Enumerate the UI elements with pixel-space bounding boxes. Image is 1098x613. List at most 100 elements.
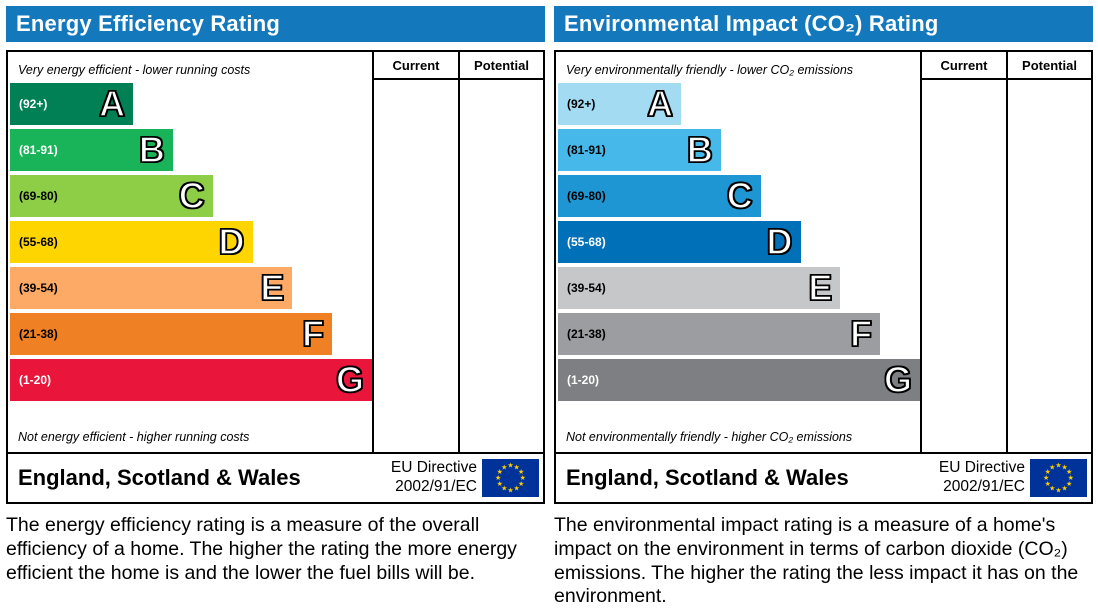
svg-text:★: ★ <box>497 468 503 476</box>
energy-footer: England, Scotland & Wales EU Directive 2… <box>6 454 545 504</box>
band-row-b: (81-91) B <box>10 129 372 171</box>
band-range: (92+) <box>19 97 48 111</box>
environmental-band-a: (92+) A <box>558 83 682 125</box>
svg-text:★: ★ <box>1055 486 1061 494</box>
energy-top-note: Very energy efficient - lower running co… <box>18 62 251 77</box>
environmental-potential-column-header: Potential <box>1006 52 1091 80</box>
band-letter: G <box>883 359 913 400</box>
band-range: (39-54) <box>567 281 606 295</box>
band-letter: D <box>218 221 246 262</box>
svg-text:★: ★ <box>507 462 513 470</box>
energy-bands: (92+) A (81-91) B (69-80) C <box>8 81 372 407</box>
band-row-f: (21-38) F <box>558 313 920 355</box>
environmental-band-c: (69-80) C <box>558 175 761 217</box>
band-range: (1-20) <box>19 373 52 387</box>
svg-text:★: ★ <box>518 468 524 476</box>
svg-text:★: ★ <box>507 486 513 494</box>
energy-current-column <box>372 80 458 452</box>
band-range: (21-38) <box>19 327 58 341</box>
svg-text:★: ★ <box>1066 480 1072 488</box>
environmental-bottom-note: Not environmentally friendly - higher CO… <box>566 429 853 444</box>
svg-text:★: ★ <box>497 480 503 488</box>
energy-description: The energy efficiency rating is a measur… <box>6 514 517 584</box>
energy-band-e: (39-54) E <box>10 267 293 309</box>
band-letter: B <box>686 129 714 170</box>
svg-text:★: ★ <box>501 463 507 471</box>
svg-text:★: ★ <box>1066 468 1072 476</box>
band-range: (81-91) <box>19 143 58 157</box>
environmental-current-column-header: Current <box>920 52 1006 80</box>
band-range: (55-68) <box>19 235 58 249</box>
band-letter: A <box>646 83 674 124</box>
svg-text:★: ★ <box>1045 480 1051 488</box>
band-range: (81-91) <box>567 143 606 157</box>
band-row-f: (21-38) F <box>10 313 372 355</box>
svg-text:★: ★ <box>1061 485 1067 493</box>
environmental-current-column <box>920 80 1006 452</box>
energy-eu-directive-label: EU Directive 2002/91/EC <box>390 459 477 495</box>
energy-rating-chart: Very energy efficient - lower running co… <box>6 50 545 454</box>
band-row-c: (69-80) C <box>558 175 920 217</box>
environmental-top-note: Very environmentally friendly - lower CO… <box>566 62 854 77</box>
energy-region-label: England, Scotland & Wales <box>18 465 301 490</box>
band-range: (69-80) <box>567 189 606 203</box>
energy-band-f: (21-38) F <box>10 313 333 355</box>
band-letter: G <box>335 359 365 400</box>
band-range: (55-68) <box>567 235 606 249</box>
svg-text:★: ★ <box>501 485 507 493</box>
band-letter: D <box>766 221 794 262</box>
energy-rating-area: Very energy efficient - lower running co… <box>8 52 372 452</box>
band-row-a: (92+) A <box>558 83 920 125</box>
band-letter: F <box>301 313 325 354</box>
eu-flag-icon: ★ ★ ★ ★ ★ ★ ★ ★ ★ ★ ★ ★ <box>1030 459 1087 497</box>
environmental-description: The environmental impact rating is a mea… <box>554 514 1079 608</box>
band-row-e: (39-54) E <box>558 267 920 309</box>
energy-band-g: (1-20) G <box>10 359 372 401</box>
environmental-footer: England, Scotland & Wales EU Directive 2… <box>554 454 1093 504</box>
svg-text:★: ★ <box>1055 462 1061 470</box>
svg-text:★: ★ <box>1049 463 1055 471</box>
band-letter: C <box>726 175 754 216</box>
band-row-e: (39-54) E <box>10 267 372 309</box>
svg-text:★: ★ <box>495 474 501 482</box>
band-range: (39-54) <box>19 281 58 295</box>
band-letter: C <box>178 175 206 216</box>
energy-panel-title: Energy Efficiency Rating <box>6 6 545 42</box>
band-range: (69-80) <box>19 189 58 203</box>
energy-bottom-note: Not energy efficient - higher running co… <box>18 429 250 444</box>
svg-text:★: ★ <box>520 474 526 482</box>
band-row-c: (69-80) C <box>10 175 372 217</box>
energy-band-a: (92+) A <box>10 83 134 125</box>
environmental-band-g: (1-20) G <box>558 359 920 401</box>
environmental-eu-directive-label: EU Directive 2002/91/EC <box>938 459 1025 495</box>
band-row-a: (92+) A <box>10 83 372 125</box>
svg-text:★: ★ <box>1049 485 1055 493</box>
band-letter: E <box>808 267 834 308</box>
eu-flag-icon: ★ ★ ★ ★ ★ ★ ★ ★ ★ ★ ★ ★ <box>482 459 539 497</box>
environmental-panel-title: Environmental Impact (CO₂) Rating <box>554 6 1093 42</box>
svg-text:★: ★ <box>1045 468 1051 476</box>
environmental-band-e: (39-54) E <box>558 267 841 309</box>
energy-potential-column-header: Potential <box>458 52 543 80</box>
svg-text:★: ★ <box>1061 463 1067 471</box>
environmental-band-d: (55-68) D <box>558 221 801 263</box>
band-letter: A <box>98 83 126 124</box>
svg-text:★: ★ <box>513 485 519 493</box>
environmental-band-b: (81-91) B <box>558 129 721 171</box>
environmental-potential-column <box>1006 80 1091 452</box>
band-row-d: (55-68) D <box>558 221 920 263</box>
band-letter: B <box>138 129 166 170</box>
band-range: (21-38) <box>567 327 606 341</box>
svg-text:★: ★ <box>1043 474 1049 482</box>
environmental-bands: (92+) A (81-91) B (69-80) C <box>556 81 920 407</box>
band-letter: E <box>260 267 286 308</box>
energy-band-d: (55-68) D <box>10 221 253 263</box>
svg-text:★: ★ <box>518 480 524 488</box>
band-letter: F <box>849 313 873 354</box>
energy-band-b: (81-91) B <box>10 129 173 171</box>
environmental-rating-chart: Very environmentally friendly - lower CO… <box>554 50 1093 454</box>
energy-potential-column <box>458 80 543 452</box>
svg-text:★: ★ <box>1068 474 1074 482</box>
band-row-d: (55-68) D <box>10 221 372 263</box>
